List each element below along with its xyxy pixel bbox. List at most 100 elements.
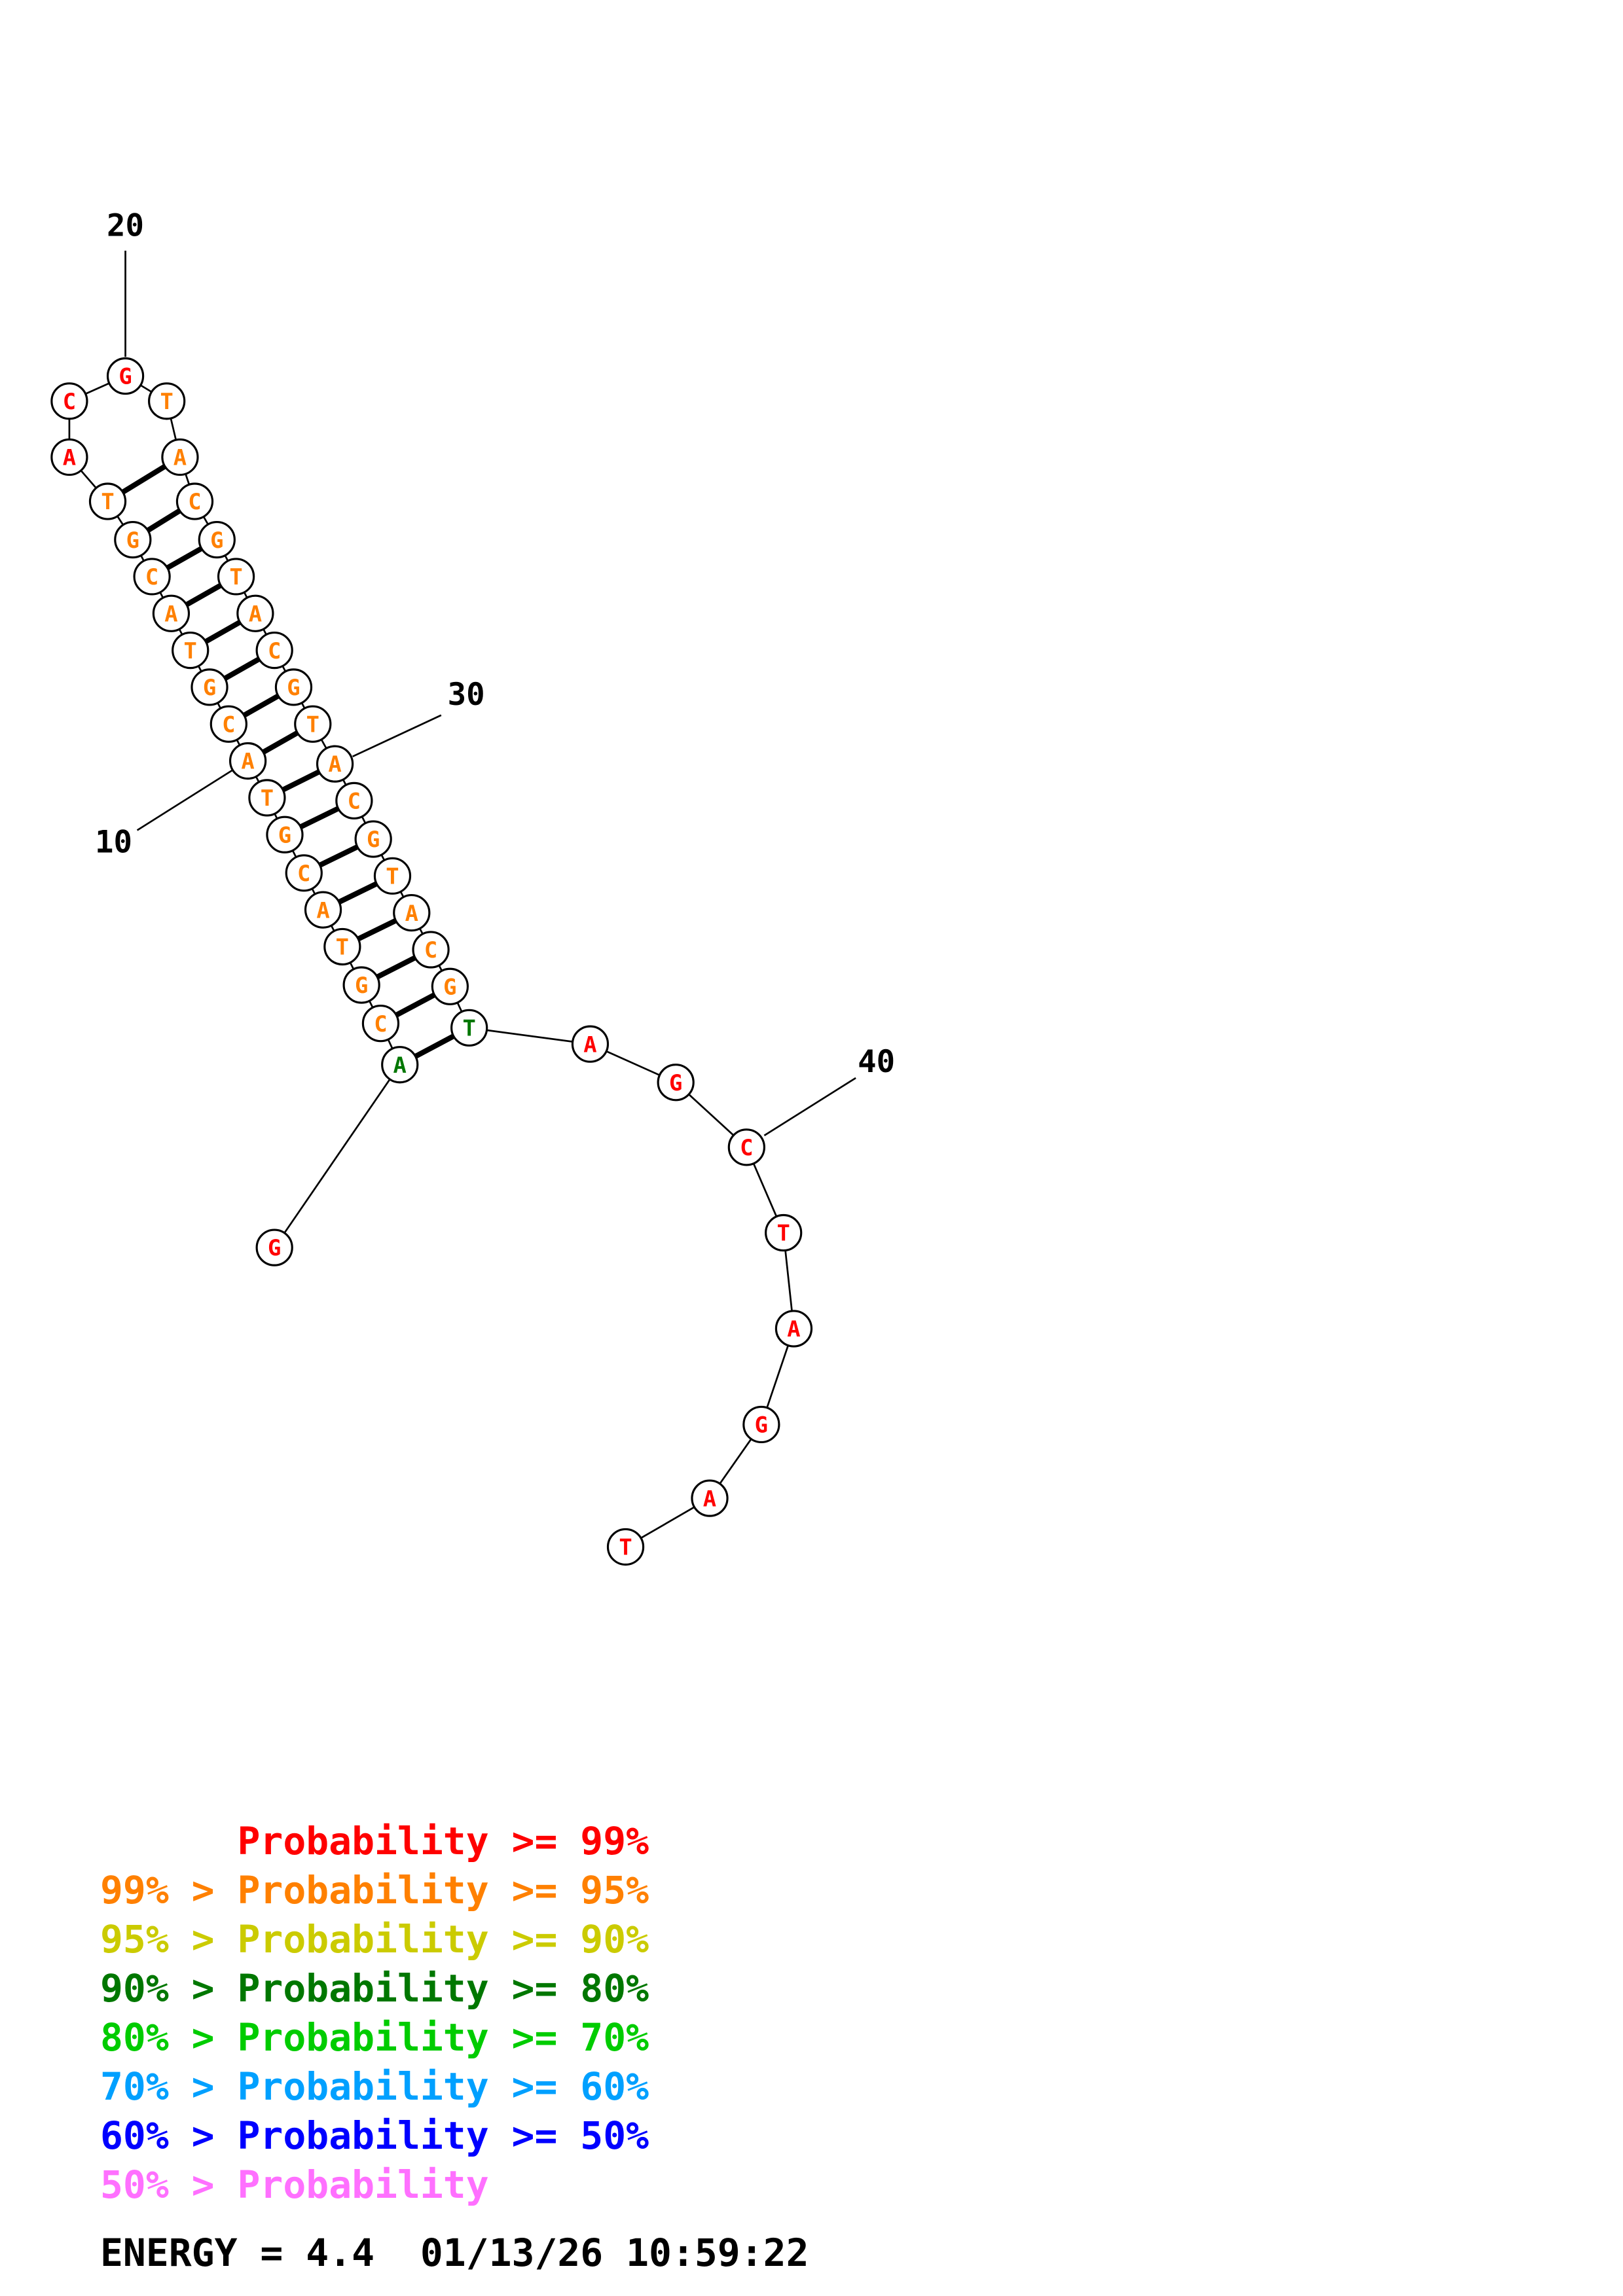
nucleotide-circle — [228, 742, 267, 780]
nucleotide-circle — [210, 705, 247, 743]
position-label-10: 10 — [95, 824, 132, 860]
position-label-line — [352, 714, 442, 758]
nucleotide-base-A6: A — [316, 897, 329, 923]
nucleotide-circle — [152, 594, 191, 632]
nucleotide-base-A30: A — [328, 751, 341, 777]
nucleotide-base-A44: A — [703, 1486, 716, 1511]
nucleotide-base-T25: T — [229, 564, 242, 590]
nucleotide-base-C11: C — [222, 711, 235, 737]
nucleotide-circle — [266, 816, 304, 853]
position-label-line — [763, 1077, 856, 1136]
nucleotide-circle — [50, 382, 88, 420]
nucleotide-base-G1: G — [268, 1235, 281, 1261]
nucleotide-circle — [765, 1213, 803, 1252]
nucleotide-circle — [727, 1128, 765, 1166]
nucleotide-base-A18: A — [63, 445, 76, 471]
nucleotide-circle — [274, 668, 313, 706]
nucleotide-circle — [342, 966, 380, 1004]
position-label-line — [136, 768, 234, 831]
nucleotide-circle — [50, 438, 88, 476]
nucleotide-base-T45: T — [619, 1535, 632, 1560]
nucleotide-circle — [294, 705, 332, 743]
nucleotide-circle — [175, 482, 214, 520]
nucleotide-circle — [255, 1229, 293, 1266]
nucleotide-base-A10: A — [241, 749, 254, 774]
nucleotide-base-G43: G — [755, 1412, 768, 1438]
nucleotide-circle — [381, 1046, 419, 1084]
nucleotide-circle — [133, 558, 171, 596]
nucleotide-base-C27: C — [268, 638, 281, 664]
nucleotide-circle — [354, 820, 392, 858]
nucleotide-circle — [106, 357, 145, 395]
legend-row-2: 99% > Probability >= 95% — [100, 1868, 649, 1912]
nucleotide-circle — [217, 558, 255, 596]
legend-row-3: 95% > Probability >= 90% — [100, 1917, 649, 1962]
legend-row-4: 90% > Probability >= 80% — [100, 1966, 649, 2011]
nucleotide-base-A26: A — [249, 601, 262, 626]
energy-text: ENERGY = 4.4 01/13/26 10:59:22 — [100, 2231, 809, 2275]
nucleotide-base-C40: C — [740, 1135, 753, 1160]
nucleotide-base-C35: C — [424, 937, 437, 963]
nucleotide-circle — [255, 631, 293, 670]
nucleotide-circle — [335, 781, 373, 820]
nucleotide-base-G32: G — [367, 827, 380, 852]
nucleotide-base-C15: C — [145, 564, 158, 590]
nucleotide-base-A42: A — [787, 1316, 800, 1342]
position-label-30: 30 — [448, 677, 485, 713]
nucleotide-circle — [172, 631, 210, 670]
nucleotide-circle — [191, 668, 228, 706]
nucleotide-circle — [691, 1479, 729, 1517]
nucleotide-base-C23: C — [188, 489, 201, 514]
nucleotide-base-C3: C — [374, 1011, 387, 1037]
nucleotide-circle — [775, 1310, 813, 1348]
nucleotide-circle — [316, 745, 354, 783]
nucleotide-base-C19: C — [63, 389, 76, 414]
nucleotide-circle — [114, 521, 152, 559]
nucleotide-base-A38: A — [583, 1031, 596, 1057]
nucleotide-base-G36: G — [443, 974, 456, 999]
nucleotide-base-C31: C — [348, 789, 361, 814]
legend-row-8: 50% > Probability — [100, 2162, 489, 2207]
nucleotide-circle — [304, 891, 342, 929]
nucleotide-circle — [361, 1005, 400, 1043]
nucleotide-base-T21: T — [160, 389, 173, 414]
nucleotide-base-T41: T — [776, 1221, 790, 1246]
nucleotide-base-G16: G — [126, 528, 139, 553]
nucleotide-base-G39: G — [669, 1070, 682, 1096]
nucleotide-base-G24: G — [210, 528, 223, 553]
backbone-segment — [469, 1027, 591, 1045]
nucleotide-circle — [161, 438, 199, 476]
nucleotide-base-G12: G — [203, 675, 216, 700]
position-label-20: 20 — [107, 207, 144, 243]
legend-row-5: 80% > Probability >= 70% — [100, 2015, 649, 2060]
nucleotide-circle — [88, 482, 127, 520]
nucleotide-base-A14: A — [164, 601, 177, 626]
nucleotide-circle — [373, 857, 412, 895]
nucleotide-base-T9: T — [261, 785, 274, 811]
nucleotide-circle — [657, 1064, 695, 1102]
nucleotide-base-C7: C — [297, 861, 310, 886]
nucleotide-base-T5: T — [336, 935, 349, 960]
nucleotide-base-T33: T — [386, 863, 399, 889]
nucleotide-base-G28: G — [287, 675, 300, 700]
nucleotide-base-A2: A — [393, 1052, 407, 1078]
legend-row-6: 70% > Probability >= 60% — [100, 2064, 649, 2109]
nucleotide-circle — [571, 1025, 610, 1063]
nucleotide-circle — [393, 894, 431, 932]
nucleotide-circle — [742, 1405, 780, 1444]
nucleotide-base-A34: A — [405, 901, 418, 926]
nucleotide-circle — [236, 594, 274, 632]
nucleotide-base-T37: T — [462, 1016, 475, 1041]
nucleotide-circle — [248, 779, 286, 817]
nucleotide-base-T13: T — [184, 638, 197, 664]
legend-row-1: Probability >= 99% — [237, 1819, 649, 1863]
backbone-segment — [274, 1064, 401, 1248]
nucleotide-circle — [412, 931, 450, 969]
nucleotide-base-A22: A — [173, 445, 187, 471]
nucleotide-circle — [450, 1009, 488, 1047]
nucleotide-circle — [606, 1528, 645, 1566]
nucleotide-base-G20: G — [119, 364, 132, 389]
nucleotide-base-T17: T — [101, 489, 114, 514]
